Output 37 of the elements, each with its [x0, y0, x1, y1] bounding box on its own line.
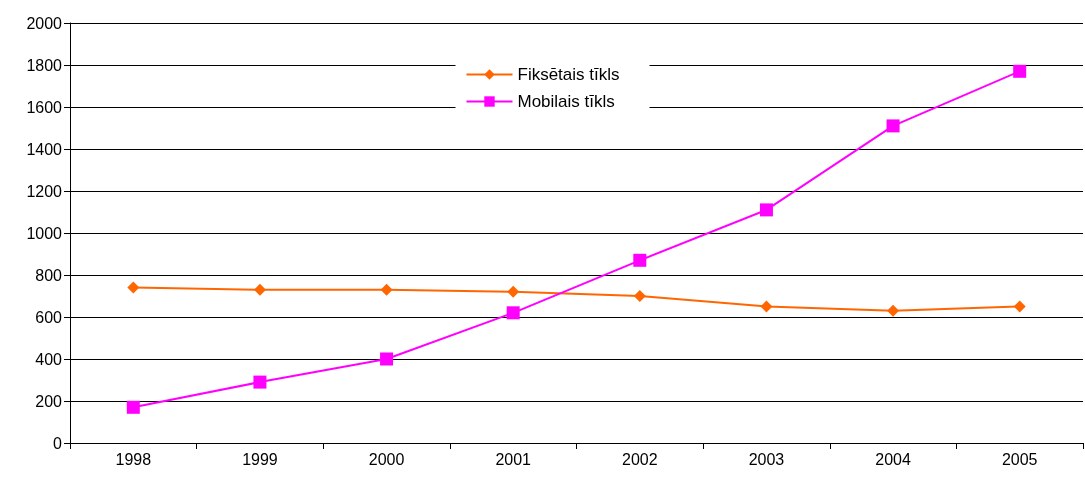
point	[506, 306, 520, 320]
legend-label: Fiksētais tīkls	[517, 65, 620, 84]
point	[507, 285, 520, 298]
point	[1013, 64, 1027, 78]
x-tick-label: 2005	[1001, 450, 1038, 468]
y-tick-label: 1400	[26, 140, 63, 158]
x-tick-label: 2004	[875, 450, 911, 468]
x-tick-label: 2002	[622, 450, 658, 468]
y-tick-label: 200	[35, 392, 63, 410]
y-tick-label: 2000	[26, 14, 63, 32]
point	[253, 283, 266, 296]
point	[887, 304, 900, 317]
x-tick-label: 2003	[748, 450, 785, 468]
legend-label: Mobilais tīkls	[517, 92, 615, 111]
point	[633, 290, 646, 302]
x-tick-label: 2000	[368, 450, 405, 468]
point	[126, 400, 140, 414]
point	[253, 375, 267, 389]
y-tick-label: 0	[53, 434, 63, 452]
point	[886, 119, 900, 133]
point	[633, 253, 647, 267]
x-tick-label: 2001	[495, 450, 532, 468]
x-tick-label: 1999	[242, 450, 278, 468]
point	[1013, 300, 1026, 313]
x-tick-label: 1998	[115, 450, 152, 468]
y-tick-label: 1800	[26, 56, 63, 74]
y-tick-label: 1200	[26, 182, 63, 200]
y-tick-label: 1600	[26, 98, 63, 116]
point	[127, 281, 140, 294]
point	[760, 300, 773, 313]
point	[380, 352, 394, 366]
y-tick-label: 800	[35, 266, 63, 284]
y-tick-label: 1000	[26, 224, 63, 242]
point	[759, 203, 773, 217]
y-tick-label: 400	[35, 350, 63, 368]
point	[380, 283, 393, 296]
y-tick-label: 600	[35, 308, 63, 326]
